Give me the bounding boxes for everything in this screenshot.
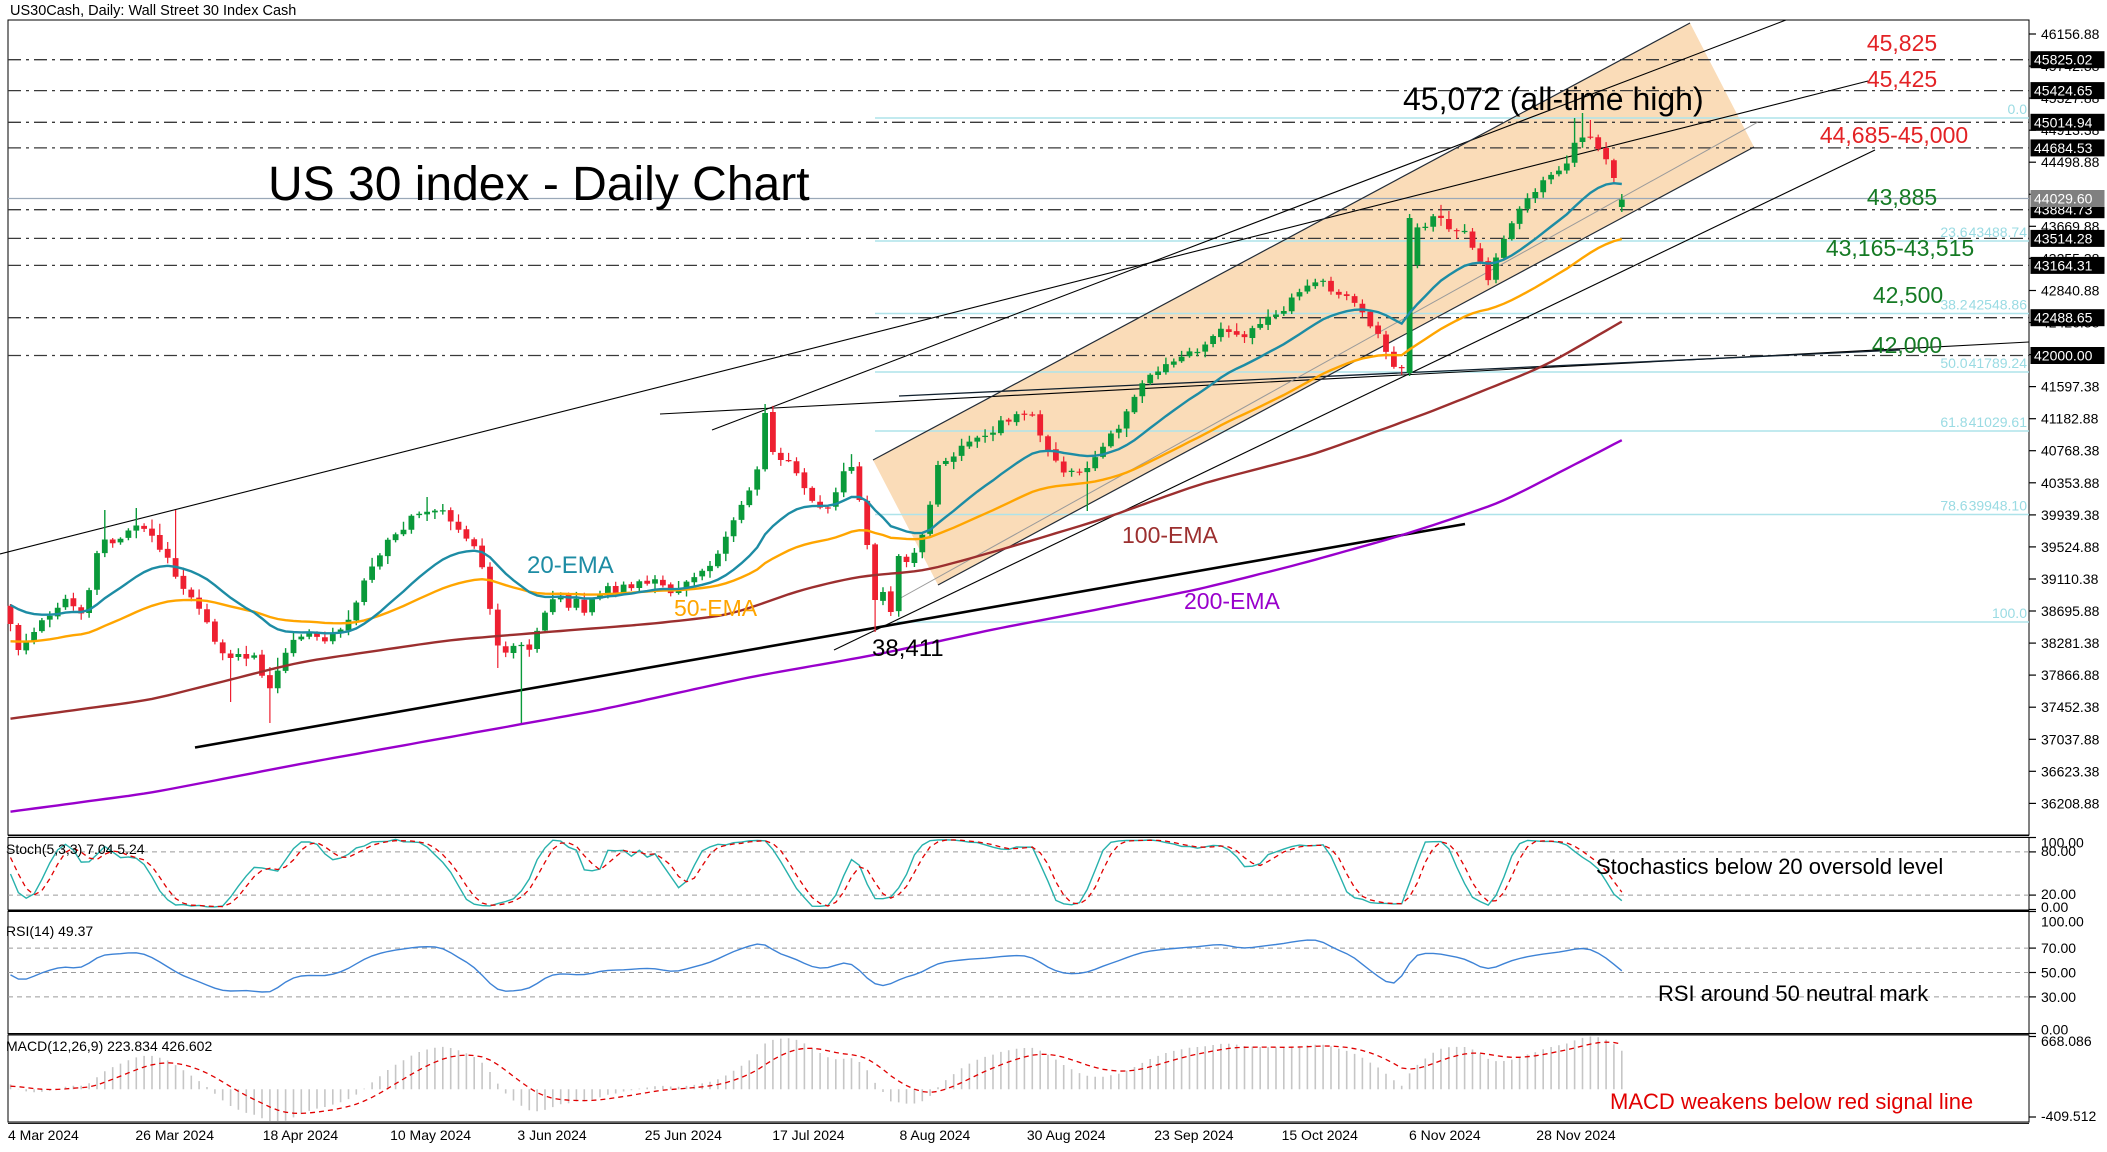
svg-text:200-EMA: 200-EMA (1184, 588, 1281, 614)
svg-text:18 Apr 2024: 18 Apr 2024 (263, 1127, 339, 1143)
svg-text:100-EMA: 100-EMA (1122, 522, 1219, 548)
svg-text:38281.38: 38281.38 (2041, 635, 2100, 651)
svg-text:39939.38: 39939.38 (2041, 507, 2100, 523)
svg-text:45825.02: 45825.02 (2034, 52, 2093, 68)
svg-text:28 Nov 2024: 28 Nov 2024 (1536, 1127, 1616, 1143)
svg-text:36623.38: 36623.38 (2041, 763, 2100, 779)
svg-text:Stochastics below 20 oversold: Stochastics below 20 oversold level (1596, 854, 1943, 879)
svg-text:37866.88: 37866.88 (2041, 667, 2100, 683)
svg-text:RSI(14) 49.37: RSI(14) 49.37 (6, 923, 93, 939)
svg-text:42000.00: 42000.00 (2034, 348, 2093, 364)
svg-text:MACD(12,26,9) 223.834 426.602: MACD(12,26,9) 223.834 426.602 (6, 1038, 212, 1054)
svg-text:MACD weakens below red signal: MACD weakens below red signal line (1610, 1089, 1973, 1114)
svg-text:20-EMA: 20-EMA (527, 552, 614, 579)
svg-text:43514.28: 43514.28 (2034, 230, 2093, 246)
svg-text:39110.38: 39110.38 (2041, 571, 2099, 587)
svg-text:61.841029.61: 61.841029.61 (1940, 414, 2027, 430)
svg-text:668.086: 668.086 (2041, 1033, 2092, 1049)
svg-text:6 Nov 2024: 6 Nov 2024 (1409, 1127, 1481, 1143)
svg-text:10 May 2024: 10 May 2024 (390, 1127, 471, 1143)
svg-text:US30Cash, Daily: Wall Street: US30Cash, Daily: Wall Street 30 Index Ca… (10, 3, 296, 19)
svg-text:43,885: 43,885 (1867, 184, 1937, 210)
svg-text:8 Aug 2024: 8 Aug 2024 (900, 1127, 971, 1143)
svg-text:43,165-43,515: 43,165-43,515 (1826, 235, 1974, 261)
svg-text:80.00: 80.00 (2041, 843, 2076, 859)
svg-text:44029.60: 44029.60 (2034, 191, 2093, 207)
svg-text:30 Aug 2024: 30 Aug 2024 (1027, 1127, 1106, 1143)
svg-text:38,411: 38,411 (872, 635, 944, 662)
svg-text:4 Mar 2024: 4 Mar 2024 (8, 1127, 79, 1143)
svg-text:23.643488.74: 23.643488.74 (1940, 224, 2027, 240)
svg-text:3 Jun 2024: 3 Jun 2024 (517, 1127, 586, 1143)
svg-text:40353.88: 40353.88 (2041, 475, 2100, 491)
svg-text:40768.38: 40768.38 (2041, 443, 2100, 459)
svg-text:US 30 index - Daily Chart: US 30 index - Daily Chart (268, 158, 810, 211)
svg-text:44684.53: 44684.53 (2034, 140, 2093, 156)
svg-text:45,072 (all-time high): 45,072 (all-time high) (1403, 81, 1704, 117)
svg-text:0.00: 0.00 (2041, 899, 2068, 915)
svg-text:46156.88: 46156.88 (2041, 26, 2100, 42)
svg-text:50.00: 50.00 (2041, 965, 2076, 981)
svg-text:45014.94: 45014.94 (2034, 114, 2093, 130)
svg-text:43164.31: 43164.31 (2034, 257, 2093, 273)
svg-text:23 Sep 2024: 23 Sep 2024 (1154, 1127, 1234, 1143)
svg-text:26 Mar 2024: 26 Mar 2024 (135, 1127, 214, 1143)
svg-text:RSI around 50 neutral mark: RSI around 50 neutral mark (1658, 981, 1929, 1006)
svg-text:100.00: 100.00 (2041, 835, 2084, 851)
svg-text:50-EMA: 50-EMA (674, 595, 758, 621)
svg-text:Stoch(5,3,3) 7.04 5.24: Stoch(5,3,3) 7.04 5.24 (6, 841, 145, 857)
svg-text:25 Jun 2024: 25 Jun 2024 (645, 1127, 722, 1143)
svg-text:42,500: 42,500 (1873, 282, 1943, 308)
svg-text:45,825: 45,825 (1867, 30, 1937, 56)
svg-text:17 Jul 2024: 17 Jul 2024 (772, 1127, 845, 1143)
svg-text:37452.38: 37452.38 (2041, 699, 2100, 715)
svg-text:42,000: 42,000 (1872, 332, 1942, 358)
svg-text:0.00: 0.00 (2041, 1022, 2068, 1038)
svg-text:39524.88: 39524.88 (2041, 539, 2100, 555)
svg-text:42840.88: 42840.88 (2041, 283, 2100, 299)
svg-text:38.242548.86: 38.242548.86 (1940, 297, 2027, 313)
svg-text:41597.38: 41597.38 (2041, 379, 2100, 395)
svg-text:38695.88: 38695.88 (2041, 603, 2100, 619)
svg-text:30.00: 30.00 (2041, 989, 2076, 1005)
svg-text:42488.65: 42488.65 (2034, 310, 2093, 326)
svg-text:100.00: 100.00 (2041, 914, 2084, 930)
svg-text:-409.512: -409.512 (2041, 1108, 2096, 1124)
svg-text:70.00: 70.00 (2041, 940, 2076, 956)
svg-text:44498.88: 44498.88 (2041, 154, 2100, 170)
svg-text:41182.88: 41182.88 (2041, 411, 2099, 427)
svg-text:44,685-45,000: 44,685-45,000 (1820, 122, 1968, 148)
svg-text:15 Oct 2024: 15 Oct 2024 (1282, 1127, 1358, 1143)
svg-text:36208.88: 36208.88 (2041, 795, 2100, 811)
svg-text:37037.88: 37037.88 (2041, 731, 2100, 747)
svg-text:100.0: 100.0 (1992, 605, 2027, 621)
svg-text:45424.65: 45424.65 (2034, 83, 2093, 99)
svg-text:0.0: 0.0 (2008, 101, 2028, 117)
svg-text:50.041789.24: 50.041789.24 (1940, 355, 2027, 371)
svg-text:20.00: 20.00 (2041, 886, 2076, 902)
svg-text:78.639948.10: 78.639948.10 (1940, 498, 2027, 514)
svg-text:45,425: 45,425 (1867, 66, 1937, 92)
